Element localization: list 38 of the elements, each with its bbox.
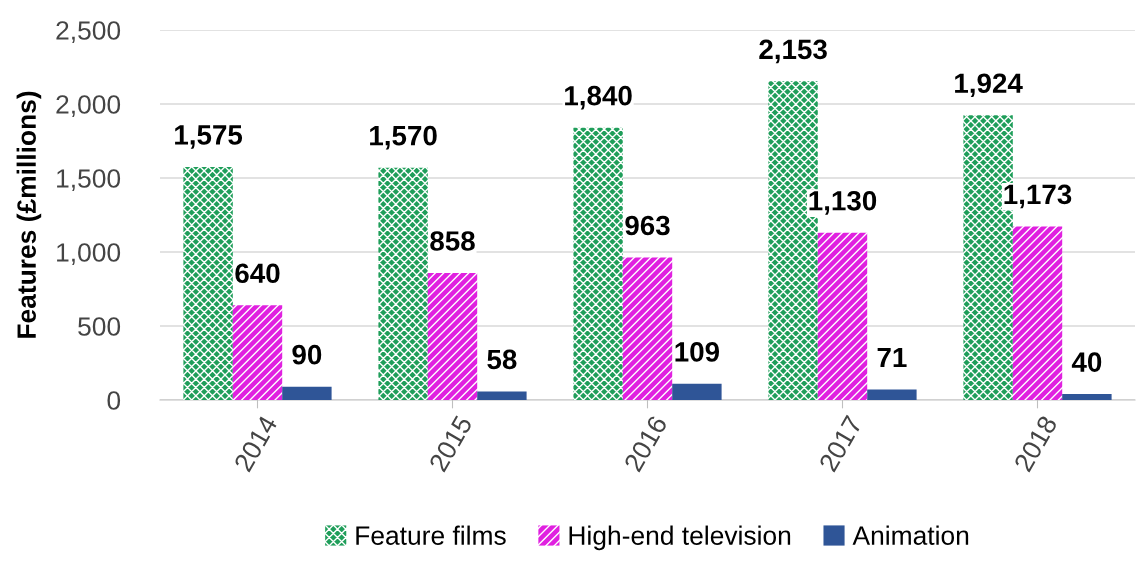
- data-label: 40: [1071, 352, 1102, 372]
- y-tick-label: 0: [107, 391, 121, 410]
- y-axis-title: Features (£millions): [16, 91, 42, 338]
- data-label: 1,570: [370, 125, 437, 150]
- data-label: 1,840: [565, 85, 632, 110]
- data-label: 71: [877, 347, 907, 368]
- bar: [1012, 226, 1063, 400]
- legend-label: High-end television: [569, 525, 791, 551]
- bar: [282, 386, 332, 400]
- bar: [477, 391, 527, 400]
- y-tick-label: 2,000: [56, 95, 121, 117]
- legend-label: Animation: [852, 525, 969, 545]
- data-label: 1,924: [955, 73, 1023, 98]
- bar: [573, 127, 623, 400]
- data-label: 90: [292, 344, 322, 365]
- y-tick-label: 1,500: [57, 169, 121, 191]
- data-label: 858: [430, 231, 475, 251]
- bar: [622, 257, 673, 400]
- data-label: 109: [675, 342, 720, 362]
- y-tick-label: 1,000: [57, 243, 121, 265]
- bar: [867, 389, 917, 400]
- bar: [183, 166, 233, 400]
- bar: [817, 232, 868, 400]
- y-tick-label: 500: [78, 317, 121, 336]
- data-label: 58: [487, 349, 517, 370]
- bar: [427, 273, 478, 400]
- data-label: 1,130: [809, 190, 877, 215]
- y-tick-label: 2,500: [56, 21, 121, 43]
- data-label: 1,173: [1004, 184, 1072, 209]
- data-label: 2,153: [759, 39, 827, 64]
- bar: [1062, 394, 1112, 400]
- legend-label: Feature films: [356, 525, 506, 545]
- data-label: 963: [625, 215, 670, 236]
- data-label: 640: [235, 263, 280, 284]
- bar: [672, 383, 722, 400]
- data-label: 1,575: [175, 125, 243, 149]
- bar: [232, 305, 283, 400]
- bar: [378, 167, 428, 400]
